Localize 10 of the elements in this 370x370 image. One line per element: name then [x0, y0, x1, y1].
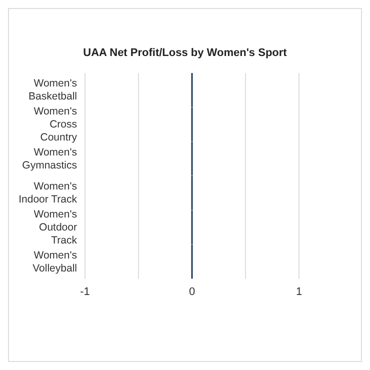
x-tick-label: -1	[80, 286, 90, 298]
chart-title: UAA Net Profit/Loss by Women's Sport	[82, 46, 288, 59]
x-tick-label: 0	[188, 286, 196, 298]
x-tick-label: 1	[296, 286, 302, 298]
y-tick-label: Women's Outdoor Track	[34, 208, 78, 246]
y-tick-label: Women's Cross Country	[34, 105, 78, 144]
y-tick-label: Women's Volleyball	[32, 249, 77, 274]
y-tick-label: Women's Indoor Track	[18, 180, 78, 206]
y-tick-label: Women's Gymnastics	[22, 146, 77, 172]
y-tick-label: Women's Basketball	[28, 77, 77, 102]
